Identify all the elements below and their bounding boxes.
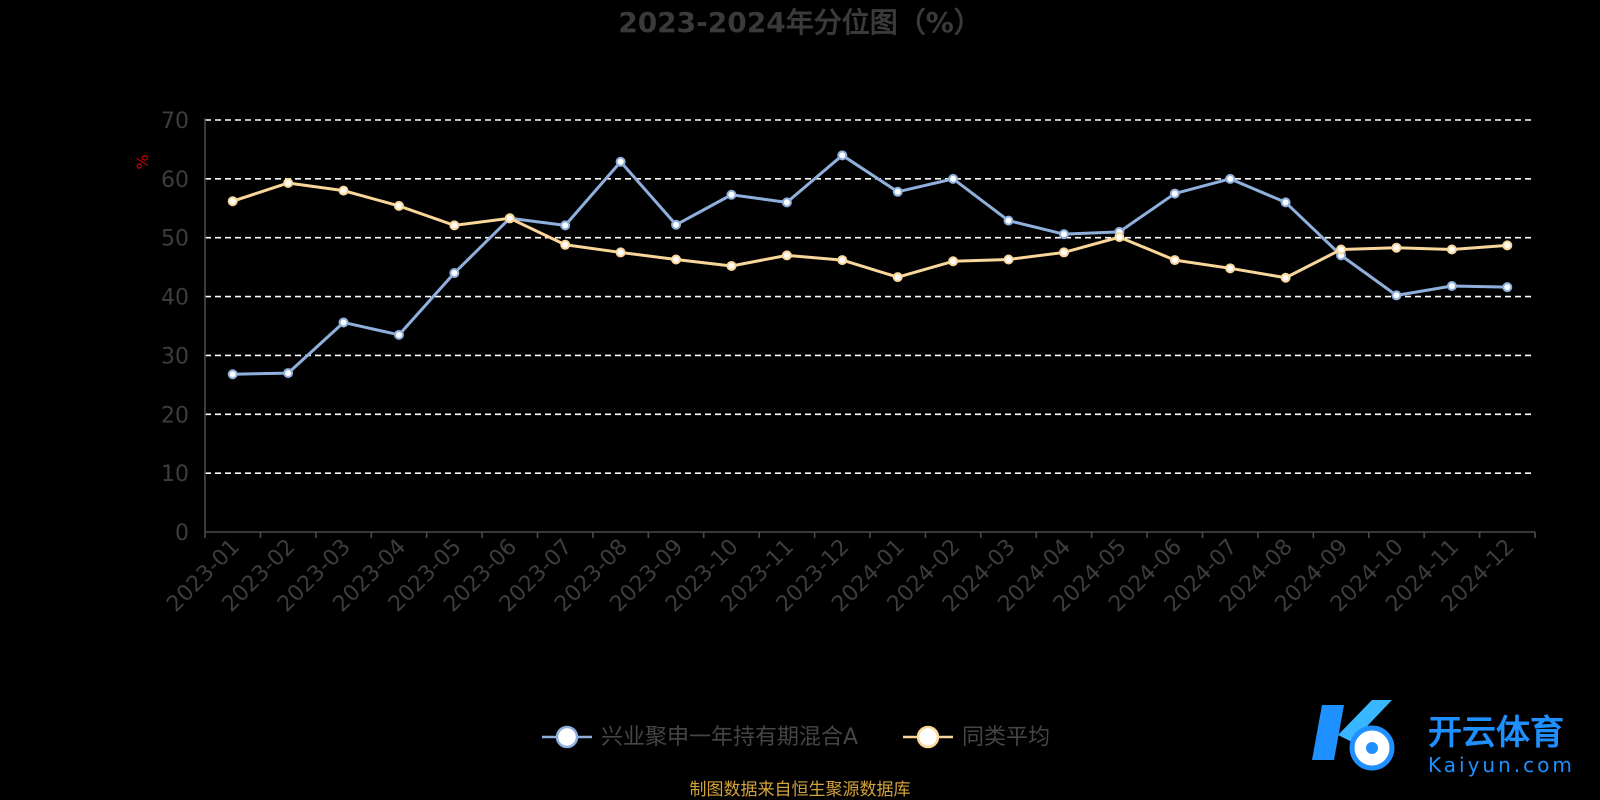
- series-1-point[interactable]: [1446, 244, 1457, 255]
- series-1-point[interactable]: [1502, 240, 1513, 251]
- series-1-point[interactable]: [615, 247, 626, 258]
- series-0-point[interactable]: [615, 156, 626, 167]
- legend-fund-marker: [555, 725, 579, 749]
- grid-lines: [205, 119, 1535, 474]
- y-tick-labels: 0 10 20 30 40 50 60 70: [161, 109, 189, 546]
- series-1-point[interactable]: [837, 255, 848, 266]
- series-1-point[interactable]: [1336, 244, 1347, 255]
- legend-item-average[interactable]: 同类平均: [903, 725, 1050, 750]
- series-1-line: [232, 181, 1508, 280]
- series-0-point[interactable]: [837, 150, 848, 161]
- legend: 兴业聚申一年持有期混合A 同类平均: [542, 725, 1050, 750]
- series-0-point[interactable]: [393, 329, 404, 340]
- series-1-point[interactable]: [338, 185, 349, 196]
- series-0-point[interactable]: [892, 186, 903, 197]
- legend-item-fund[interactable]: 兴业聚申一年持有期混合A: [542, 725, 858, 750]
- series-1-point[interactable]: [1225, 263, 1236, 274]
- series-0-point[interactable]: [1169, 188, 1180, 199]
- series-1-point[interactable]: [393, 200, 404, 211]
- series-0-point[interactable]: [726, 189, 737, 200]
- series-layer: [227, 150, 1513, 380]
- series-1-point[interactable]: [283, 177, 294, 188]
- series-1-point[interactable]: [1169, 255, 1180, 266]
- series-1-point[interactable]: [671, 254, 682, 265]
- series-0-point[interactable]: [1225, 173, 1236, 184]
- y-tick-label: 30: [161, 344, 189, 369]
- data-source-note: 制图数据来自恒生聚源数据库: [690, 780, 911, 800]
- series-1-point[interactable]: [781, 250, 792, 261]
- series-0-point[interactable]: [227, 369, 238, 380]
- series-1-point[interactable]: [1003, 254, 1014, 265]
- series-1-point[interactable]: [1391, 242, 1402, 253]
- y-tick-label: 10: [161, 462, 189, 487]
- series-0-point[interactable]: [671, 219, 682, 230]
- chart-title: 2023-2024年分位图（%）: [618, 6, 982, 39]
- series-0-point[interactable]: [948, 173, 959, 184]
- series-1-point[interactable]: [1114, 232, 1125, 243]
- y-tick-label: 0: [175, 521, 189, 546]
- series-1-point[interactable]: [892, 272, 903, 283]
- series-1-point[interactable]: [504, 213, 515, 224]
- logo-k-icon: [1312, 700, 1395, 771]
- series-1-point[interactable]: [1280, 272, 1291, 283]
- series-1-point[interactable]: [1058, 247, 1069, 258]
- series-0: [227, 150, 1513, 380]
- axes: [204, 118, 1536, 538]
- series-0-point[interactable]: [449, 268, 460, 279]
- legend-average-marker: [916, 725, 940, 749]
- series-0-point[interactable]: [781, 197, 792, 208]
- series-0-point[interactable]: [560, 220, 571, 231]
- series-1: [227, 177, 1513, 283]
- series-0-point[interactable]: [1058, 229, 1069, 240]
- series-1-point[interactable]: [948, 256, 959, 267]
- series-1-point[interactable]: [449, 220, 460, 231]
- legend-average-label: 同类平均: [962, 725, 1050, 750]
- series-0-point[interactable]: [1391, 290, 1402, 301]
- y-tick-label: 60: [161, 168, 189, 193]
- y-tick-label: 40: [161, 286, 189, 311]
- series-0-point[interactable]: [1502, 282, 1513, 293]
- series-0-point[interactable]: [1280, 197, 1291, 208]
- y-tick-label: 50: [161, 227, 189, 252]
- series-1-point[interactable]: [726, 260, 737, 271]
- series-1-point[interactable]: [560, 239, 571, 250]
- watermark-brand: 开云体育: [1428, 713, 1564, 753]
- y-axis-unit: %: [133, 154, 152, 169]
- series-0-point[interactable]: [1446, 280, 1457, 291]
- watermark-site: Kaiyun.com: [1428, 753, 1575, 777]
- x-tick-labels: 2023-012023-022023-032023-042023-052023-…: [162, 535, 1519, 618]
- series-0-point[interactable]: [338, 317, 349, 328]
- y-tick-label: 70: [161, 109, 189, 134]
- series-0-line: [232, 153, 1508, 376]
- watermark-logo: 开云体育 Kaiyun.com: [1312, 700, 1575, 777]
- series-0-point[interactable]: [283, 368, 294, 379]
- series-1-point[interactable]: [227, 196, 238, 207]
- legend-fund-label: 兴业聚申一年持有期混合A: [601, 725, 858, 750]
- series-0-point[interactable]: [1003, 215, 1014, 226]
- y-tick-label: 20: [161, 403, 189, 428]
